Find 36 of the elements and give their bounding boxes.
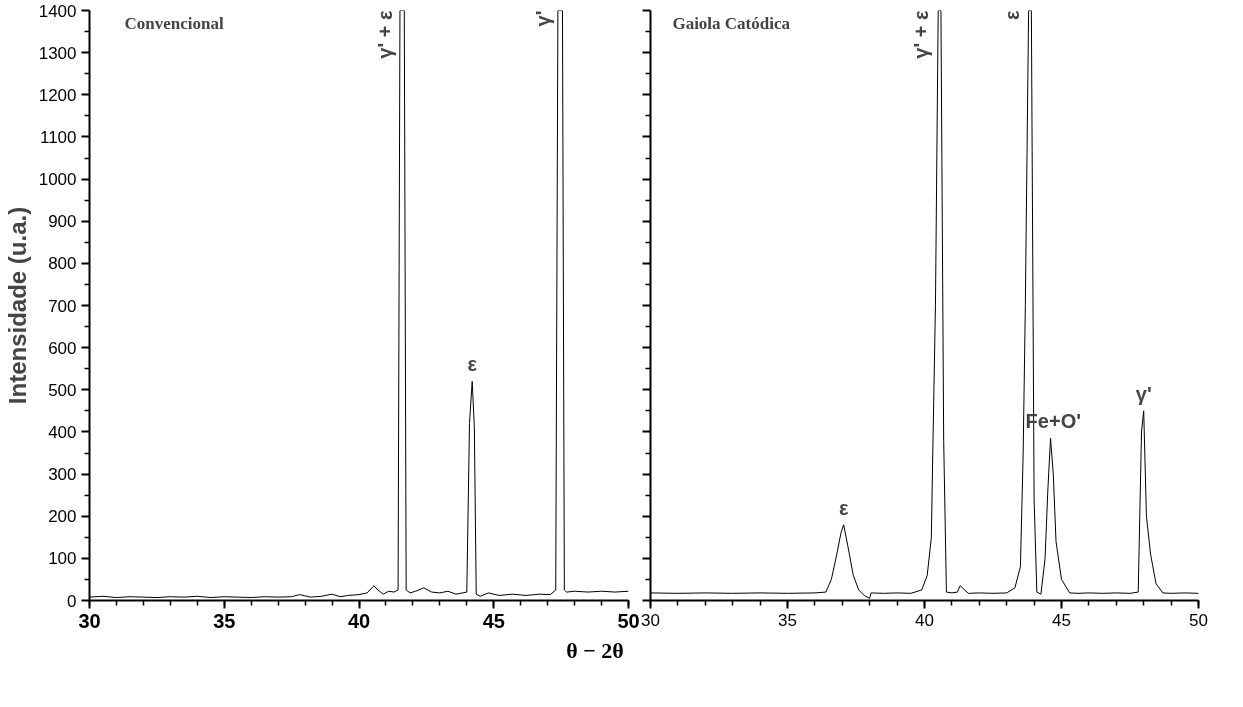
annotation: γ' — [1135, 382, 1152, 405]
annotation: ε — [838, 496, 849, 519]
x-tick-label: 40 — [915, 610, 934, 630]
y-tick-label: 1100 — [39, 127, 77, 147]
y-tick-label: 400 — [48, 422, 77, 442]
y-tick-label: 1300 — [38, 43, 77, 63]
x-axis-title: θ − 2θ — [566, 637, 624, 665]
y-tick-label: 800 — [48, 254, 77, 274]
y-tick-label: 1000 — [38, 170, 77, 190]
x-tick-label: 35 — [213, 609, 236, 632]
y-tick-label: 900 — [48, 212, 77, 232]
y-tick-label: 700 — [48, 296, 77, 316]
y-tick-label: 1400 — [38, 1, 77, 21]
chart-title: Convencional — [124, 13, 224, 33]
x-tick-label: 45 — [1052, 610, 1071, 630]
annotation: γ' + ε — [910, 9, 933, 59]
y-tick-label: 600 — [48, 338, 77, 358]
x-tick-label: 40 — [347, 609, 371, 632]
y-tick-label: 200 — [48, 507, 77, 527]
annotation: ε — [1000, 9, 1023, 20]
x-tick-label: 45 — [482, 609, 505, 632]
x-tick-label: 30 — [78, 609, 101, 632]
x-tick-label: 50 — [1189, 610, 1208, 630]
y-tick-label: 1200 — [38, 85, 77, 105]
x-tick-label: 35 — [778, 610, 797, 630]
x-tick-label: 50 — [617, 609, 640, 632]
annotation: ε — [467, 353, 478, 376]
y-axis-title: Intensidade (u.a.) — [3, 206, 31, 405]
chart-title: Gaiola Catódica — [672, 13, 791, 33]
y-tick-label: 300 — [48, 465, 77, 485]
x-tick-label: 30 — [641, 610, 660, 630]
annotation: γ' + ε — [374, 9, 397, 59]
y-tick-label: 500 — [48, 380, 77, 400]
annotation: γ' — [531, 10, 554, 27]
y-tick-label: 100 — [48, 549, 77, 569]
y-tick-label: 0 — [67, 591, 77, 611]
